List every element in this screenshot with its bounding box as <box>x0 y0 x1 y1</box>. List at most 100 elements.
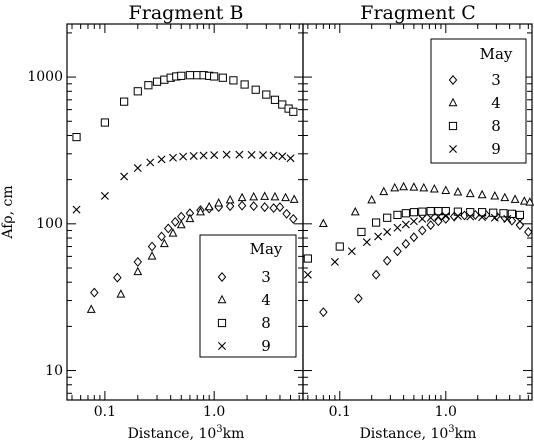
legend-markers-fragment-b <box>217 272 227 350</box>
x-tick-label-1-0: 1.0 <box>435 404 457 420</box>
data-point-may-3 <box>282 208 291 219</box>
data-point-may-4 <box>350 206 360 216</box>
x-axis-label-fragment-c: Distance, 103km <box>360 424 477 442</box>
data-point-may-8 <box>120 97 129 106</box>
data-point-may-8 <box>357 227 366 237</box>
series-fragment-b <box>72 71 299 313</box>
data-point-may-9 <box>490 213 499 222</box>
data-point-may-9 <box>503 214 512 223</box>
data-point-may-4 <box>185 213 195 223</box>
data-point-may-4 <box>159 238 169 248</box>
data-point-may-8 <box>466 208 475 217</box>
data-point-may-9 <box>434 212 443 221</box>
y-tick-label-1000: 1000 <box>27 69 63 85</box>
series-may-8 <box>303 207 525 263</box>
legend-title-fragment-c: May <box>480 45 513 63</box>
data-point-may-8 <box>177 71 186 80</box>
data-point-may-9 <box>146 158 155 167</box>
legend-label-may-3: 3 <box>491 71 501 89</box>
data-point-may-9 <box>222 150 231 159</box>
legend-label-may-9: 9 <box>491 140 501 158</box>
data-point-may-4 <box>490 191 500 200</box>
data-point-may-3 <box>260 202 269 213</box>
data-point-may-3 <box>177 211 186 222</box>
data-point-may-3 <box>289 213 298 224</box>
y-tick-label-100: 100 <box>36 216 63 232</box>
legend-box-fragment-c <box>430 38 527 164</box>
data-point-may-4 <box>453 187 463 196</box>
data-point-may-4 <box>399 181 409 191</box>
legend-box-fragment-b <box>199 234 297 358</box>
legend-marker-may-3 <box>448 75 458 85</box>
data-point-may-4 <box>441 185 451 194</box>
data-point-may-9 <box>259 151 268 160</box>
data-point-may-3 <box>426 220 435 231</box>
data-point-may-9 <box>120 172 129 181</box>
panel-fragment-c: Fragment C 0.1 1.0 Distance, 103km May 3… <box>302 2 534 442</box>
data-point-may-9 <box>401 220 410 229</box>
data-point-may-8 <box>185 71 195 80</box>
data-point-may-9 <box>199 151 208 160</box>
data-point-may-9 <box>409 217 418 226</box>
panel-title-fragment-c: Fragment C <box>360 2 475 24</box>
data-point-may-8 <box>262 90 271 99</box>
data-point-may-4 <box>390 182 400 192</box>
data-point-may-3 <box>409 232 419 243</box>
series-may-9 <box>72 150 295 214</box>
data-point-may-3 <box>170 216 180 227</box>
data-point-may-4 <box>465 188 475 198</box>
legend-label-may-4: 4 <box>491 94 501 112</box>
data-point-may-3 <box>524 226 533 237</box>
data-point-may-8 <box>418 207 427 216</box>
data-point-may-4 <box>86 304 96 313</box>
data-point-may-8 <box>240 80 249 89</box>
data-point-may-8 <box>133 87 142 96</box>
legend-markers-fragment-c <box>448 75 458 153</box>
data-point-may-9 <box>189 151 198 160</box>
data-point-may-4 <box>289 194 299 203</box>
data-point-may-4 <box>409 182 419 191</box>
data-point-may-4 <box>519 196 529 205</box>
x-tick-label-1-0: 1.0 <box>203 404 225 420</box>
data-point-may-4 <box>367 194 377 204</box>
data-point-may-8 <box>393 210 402 220</box>
y-tick-labels: 1000 100 10 <box>27 69 63 379</box>
series-may-3 <box>90 200 298 298</box>
data-point-may-9 <box>466 212 475 221</box>
data-point-may-9 <box>478 213 487 222</box>
data-point-may-3 <box>393 246 402 257</box>
data-point-may-9 <box>418 214 427 223</box>
data-point-may-3 <box>371 269 381 280</box>
data-point-may-9 <box>100 191 109 200</box>
data-point-may-9 <box>393 223 402 232</box>
data-point-may-3 <box>237 200 247 211</box>
data-point-may-8 <box>152 77 162 86</box>
series-may-4 <box>318 181 534 228</box>
legend-label-may-8: 8 <box>261 314 271 332</box>
data-point-may-9 <box>374 232 383 241</box>
data-point-may-3 <box>225 201 235 212</box>
data-point-may-9 <box>330 257 339 266</box>
data-point-may-8 <box>401 209 410 218</box>
data-point-may-3 <box>401 238 411 249</box>
series-may-8 <box>72 71 298 142</box>
legend-marker-may-4 <box>448 97 458 107</box>
data-point-may-8 <box>499 209 508 218</box>
data-point-may-3 <box>434 216 443 227</box>
data-point-may-4 <box>318 218 328 228</box>
data-point-may-3 <box>275 202 285 213</box>
data-point-may-4 <box>419 182 429 192</box>
y-axis-label: Afρ, cm <box>0 185 16 239</box>
data-point-may-8 <box>441 207 450 216</box>
data-point-may-8 <box>371 218 381 227</box>
data-point-may-4 <box>510 194 520 203</box>
data-point-may-8 <box>144 81 153 90</box>
legend-marker-may-9 <box>449 145 457 153</box>
data-point-may-9 <box>362 238 371 247</box>
data-point-may-4 <box>204 201 214 211</box>
legend-fragment-c: May 3 4 8 9 <box>430 38 527 164</box>
x-axis-label-fragment-b: Distance, 103km <box>128 424 245 442</box>
data-point-may-3 <box>249 201 258 212</box>
